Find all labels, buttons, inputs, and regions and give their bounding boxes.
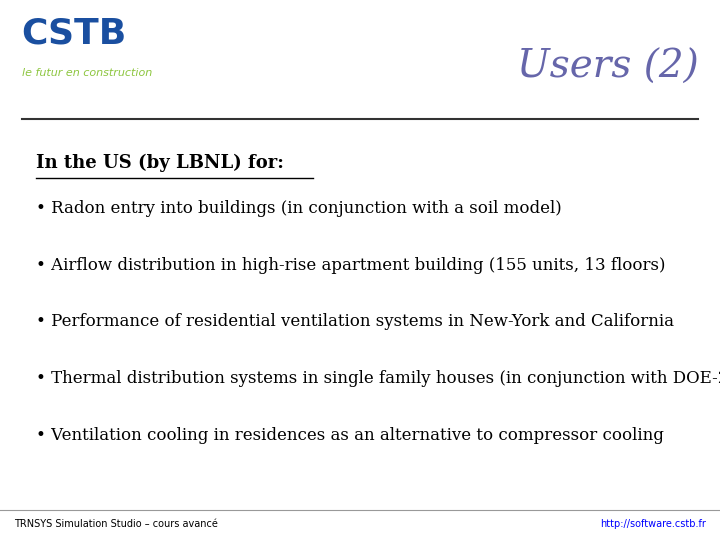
Text: CSTB: CSTB <box>22 16 127 50</box>
Text: le futur en construction: le futur en construction <box>22 68 152 78</box>
Text: • Radon entry into buildings (in conjunction with a soil model): • Radon entry into buildings (in conjunc… <box>36 200 562 217</box>
Text: In the US (by LBNL) for:: In the US (by LBNL) for: <box>36 154 284 172</box>
Text: TRNSYS Simulation Studio – cours avancé: TRNSYS Simulation Studio – cours avancé <box>14 519 218 530</box>
Text: http://software.cstb.fr: http://software.cstb.fr <box>600 519 706 530</box>
Text: • Ventilation cooling in residences as an alternative to compressor cooling: • Ventilation cooling in residences as a… <box>36 427 664 443</box>
Text: • Thermal distribution systems in single family houses (in conjunction with DOE-: • Thermal distribution systems in single… <box>36 370 720 387</box>
Text: • Performance of residential ventilation systems in New-York and California: • Performance of residential ventilation… <box>36 313 674 330</box>
Text: • Airflow distribution in high-rise apartment building (155 units, 13 floors): • Airflow distribution in high-rise apar… <box>36 256 665 273</box>
Text: Users (2): Users (2) <box>517 49 698 86</box>
